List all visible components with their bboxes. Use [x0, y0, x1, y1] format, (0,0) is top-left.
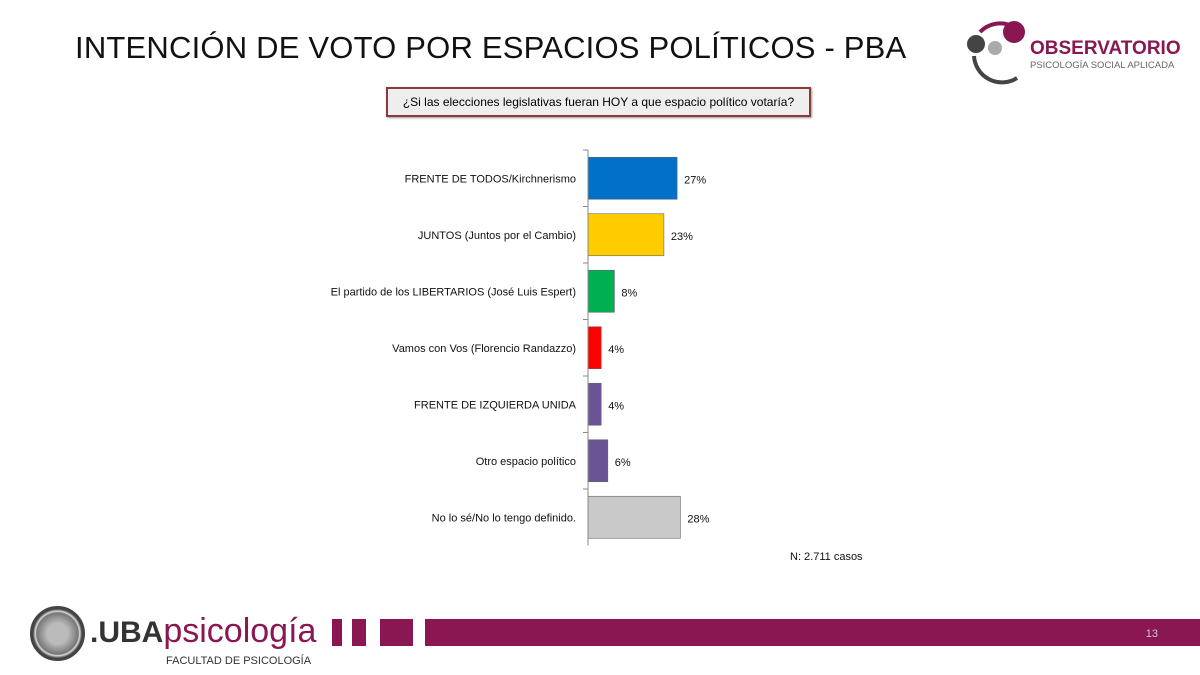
page-number: 13 [1145, 628, 1158, 640]
footer-square [380, 619, 413, 646]
observatorio-name: OBSERVATORIO [1030, 38, 1181, 59]
bar [587, 326, 602, 370]
bar [587, 269, 615, 313]
faculty-label: FACULTAD DE PSICOLOGÍA [166, 655, 312, 667]
data-label: 27% [684, 174, 706, 186]
category-label: El partido de los LIBERTARIOS (José Luis… [331, 286, 576, 298]
data-label: 4% [608, 344, 624, 356]
bar [587, 439, 609, 483]
category-label: No lo sé/No lo tengo definido. [432, 512, 576, 524]
bar [587, 495, 681, 539]
category-label: FRENTE DE TODOS/Kirchnerismo [405, 173, 576, 185]
uba-brand-text: psicología [163, 612, 317, 650]
category-label: Otro espacio político [476, 456, 576, 468]
question-box: ¿Si las elecciones legislativas fueran H… [386, 87, 811, 117]
bar [587, 156, 678, 200]
observatorio-subtitle: PSICOLOGÍA SOCIAL APLICADA [1030, 60, 1175, 71]
bar-chart: FRENTE DE TODOS/Kirchnerismo 27% JUNTOS (J… [331, 149, 710, 546]
footer-square [332, 619, 342, 646]
data-label: 28% [687, 513, 709, 525]
footer-square [352, 619, 366, 646]
category-label: FRENTE DE IZQUIERDA UNIDA [414, 399, 577, 411]
uba-seal-icon [30, 606, 85, 661]
observatorio-logo-icon [967, 21, 1025, 85]
data-label: 23% [671, 231, 693, 243]
data-label: 6% [615, 457, 631, 469]
slide-title: INTENCIÓN DE VOTO POR ESPACIOS POLÍTICOS… [75, 30, 907, 65]
observatorio-logo: OBSERVATORIO PSICOLOGÍA SOCIAL APLICADA [962, 18, 1192, 88]
bar [587, 382, 602, 426]
uba-brand: .UBApsicología [90, 612, 316, 651]
data-label: 8% [621, 287, 637, 299]
category-label: Vamos con Vos (Florencio Randazzo) [392, 343, 576, 355]
uba-prefix: .UBA [90, 616, 164, 649]
category-label: JUNTOS (Juntos por el Cambio) [418, 230, 576, 242]
data-label: 4% [608, 400, 624, 412]
sample-size-note: N: 2.711 casos [790, 551, 863, 563]
footer-bar [425, 619, 1200, 646]
bar [587, 213, 665, 257]
